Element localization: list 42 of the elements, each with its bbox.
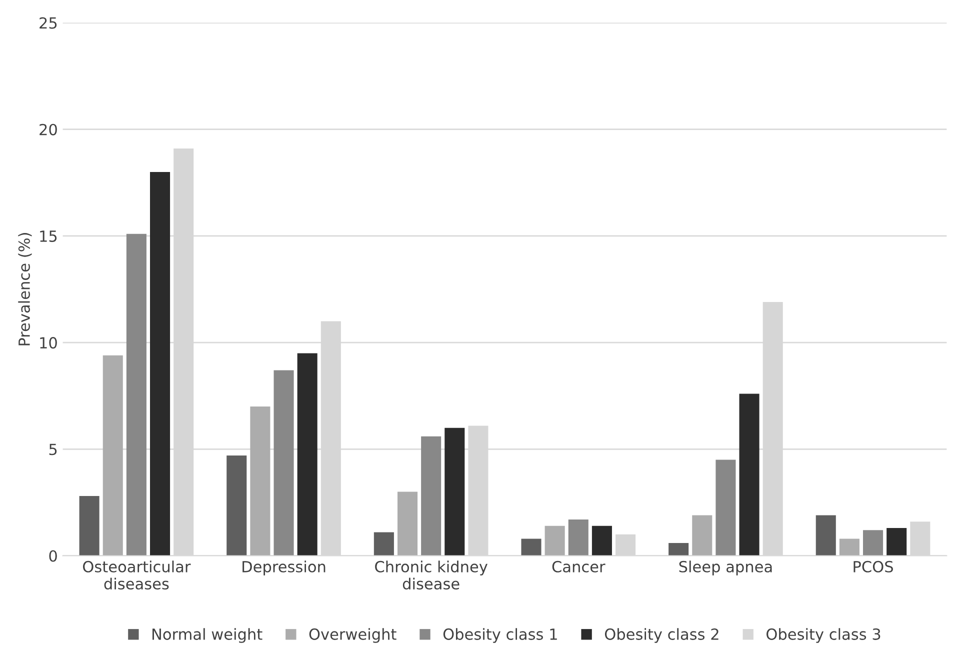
bar (592, 526, 612, 556)
bar (397, 492, 418, 556)
bar (816, 515, 836, 556)
legend-label: Obesity class 2 (604, 628, 718, 643)
y-tick-label: 0 (49, 550, 57, 562)
bar (126, 234, 146, 556)
bar (692, 515, 712, 556)
x-tick-label: Depression (242, 560, 326, 576)
bar (716, 460, 736, 556)
legend-label: Obesity class 3 (766, 628, 880, 643)
y-tick-label: 10 (40, 337, 57, 349)
bar (863, 530, 884, 556)
bar (226, 456, 247, 556)
bar (839, 538, 860, 556)
legend-label: Obesity class 1 (443, 628, 557, 643)
x-tick-label: Sleep apnea (679, 560, 772, 576)
bar (444, 428, 465, 556)
bar (250, 406, 270, 556)
bar (521, 538, 542, 556)
bar (274, 370, 294, 556)
y-tick-label: 25 (40, 17, 57, 29)
bar (544, 526, 565, 556)
bar (102, 355, 123, 556)
bar (668, 542, 689, 556)
y-tick-label: 15 (40, 230, 57, 242)
bar (374, 532, 394, 556)
y-axis-title: Prevalence (%) (18, 233, 32, 346)
y-tick-label: 20 (40, 124, 57, 136)
bar (568, 520, 588, 556)
x-tick-label: PCOS (854, 560, 893, 572)
y-tick-label: 5 (49, 444, 57, 456)
bar (421, 436, 442, 556)
bar (150, 172, 170, 556)
bar (79, 496, 100, 556)
legend-label: Overweight (309, 628, 396, 643)
x-tick-label: Chronic kidney disease (375, 560, 488, 590)
x-tick-label: Osteoarticular diseases (83, 560, 191, 590)
bar (739, 394, 760, 556)
bar (297, 353, 318, 556)
bar (886, 528, 907, 556)
legend-label: Normal weight (152, 628, 262, 643)
x-tick-label: Cancer (552, 560, 606, 572)
